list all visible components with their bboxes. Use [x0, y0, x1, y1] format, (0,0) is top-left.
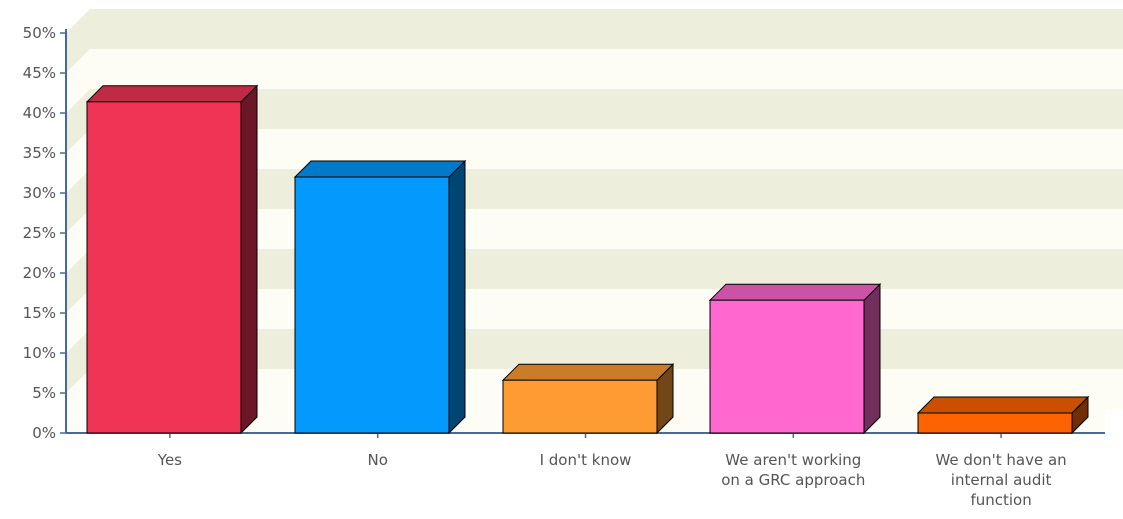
x-tick-label: I don't know — [540, 451, 632, 469]
y-tick-label: 15% — [23, 304, 56, 322]
bar-front — [502, 379, 658, 434]
labels: 0% 5% 10% 15% 20% 25% 30% 35% 40% 45% 50% Yes No I do… — [23, 24, 1067, 509]
side-wall-band — [66, 369, 90, 433]
bar-front — [917, 412, 1073, 434]
y-tick-label: 35% — [23, 144, 56, 162]
y-tick-label: 10% — [23, 344, 56, 362]
x-tick-label: function — [970, 491, 1031, 509]
grid-bands — [66, 9, 1123, 433]
bar-top — [916, 396, 1090, 414]
bar-top — [85, 85, 259, 103]
bar-top — [708, 283, 882, 301]
bar-front — [86, 101, 242, 434]
bar-side — [863, 282, 881, 435]
grid-band — [90, 9, 1123, 49]
bar-front — [294, 176, 450, 434]
bar-front — [709, 299, 865, 434]
grid-band — [90, 289, 1123, 329]
bar-top — [293, 160, 467, 178]
bar-top — [501, 363, 675, 381]
x-tick-label: internal audit — [951, 471, 1052, 489]
grid-band — [90, 169, 1123, 209]
side-wall-band — [66, 49, 90, 113]
side-wall-band — [66, 89, 90, 153]
y-tick-label: 20% — [23, 264, 56, 282]
y-tick-label: 45% — [23, 64, 56, 82]
side-wall-band — [66, 9, 90, 73]
y-tick-label: 0% — [32, 424, 56, 442]
side-wall-band — [66, 329, 90, 393]
x-tick-label: We don't have an — [935, 451, 1066, 469]
grid-band — [90, 89, 1123, 129]
y-tick-label: 50% — [23, 24, 56, 42]
grid-band — [90, 49, 1123, 89]
side-wall-band — [66, 249, 90, 313]
bar-side — [240, 84, 258, 435]
side-wall-band — [66, 129, 90, 193]
grid-band — [90, 249, 1123, 289]
bar-side — [448, 159, 466, 435]
y-tick-label: 40% — [23, 104, 56, 122]
y-tick-label: 25% — [23, 224, 56, 242]
grid-band — [90, 209, 1123, 249]
grid-band — [90, 329, 1123, 369]
x-tick-label: on a GRC approach — [721, 471, 865, 489]
y-tick-label: 5% — [32, 384, 56, 402]
x-tick-label: Yes — [157, 451, 182, 469]
x-tick-label: No — [367, 451, 387, 469]
bar — [916, 395, 1090, 435]
bar — [85, 84, 259, 435]
bar — [708, 282, 882, 435]
grid-band — [90, 129, 1123, 169]
side-wall-band — [66, 169, 90, 233]
bar — [293, 159, 467, 435]
side-wall-band — [66, 209, 90, 273]
bars — [85, 84, 1090, 435]
bar — [501, 362, 675, 435]
x-tick-label: We aren't working — [725, 451, 861, 469]
y-tick-label: 30% — [23, 184, 56, 202]
side-wall-band — [66, 289, 90, 353]
